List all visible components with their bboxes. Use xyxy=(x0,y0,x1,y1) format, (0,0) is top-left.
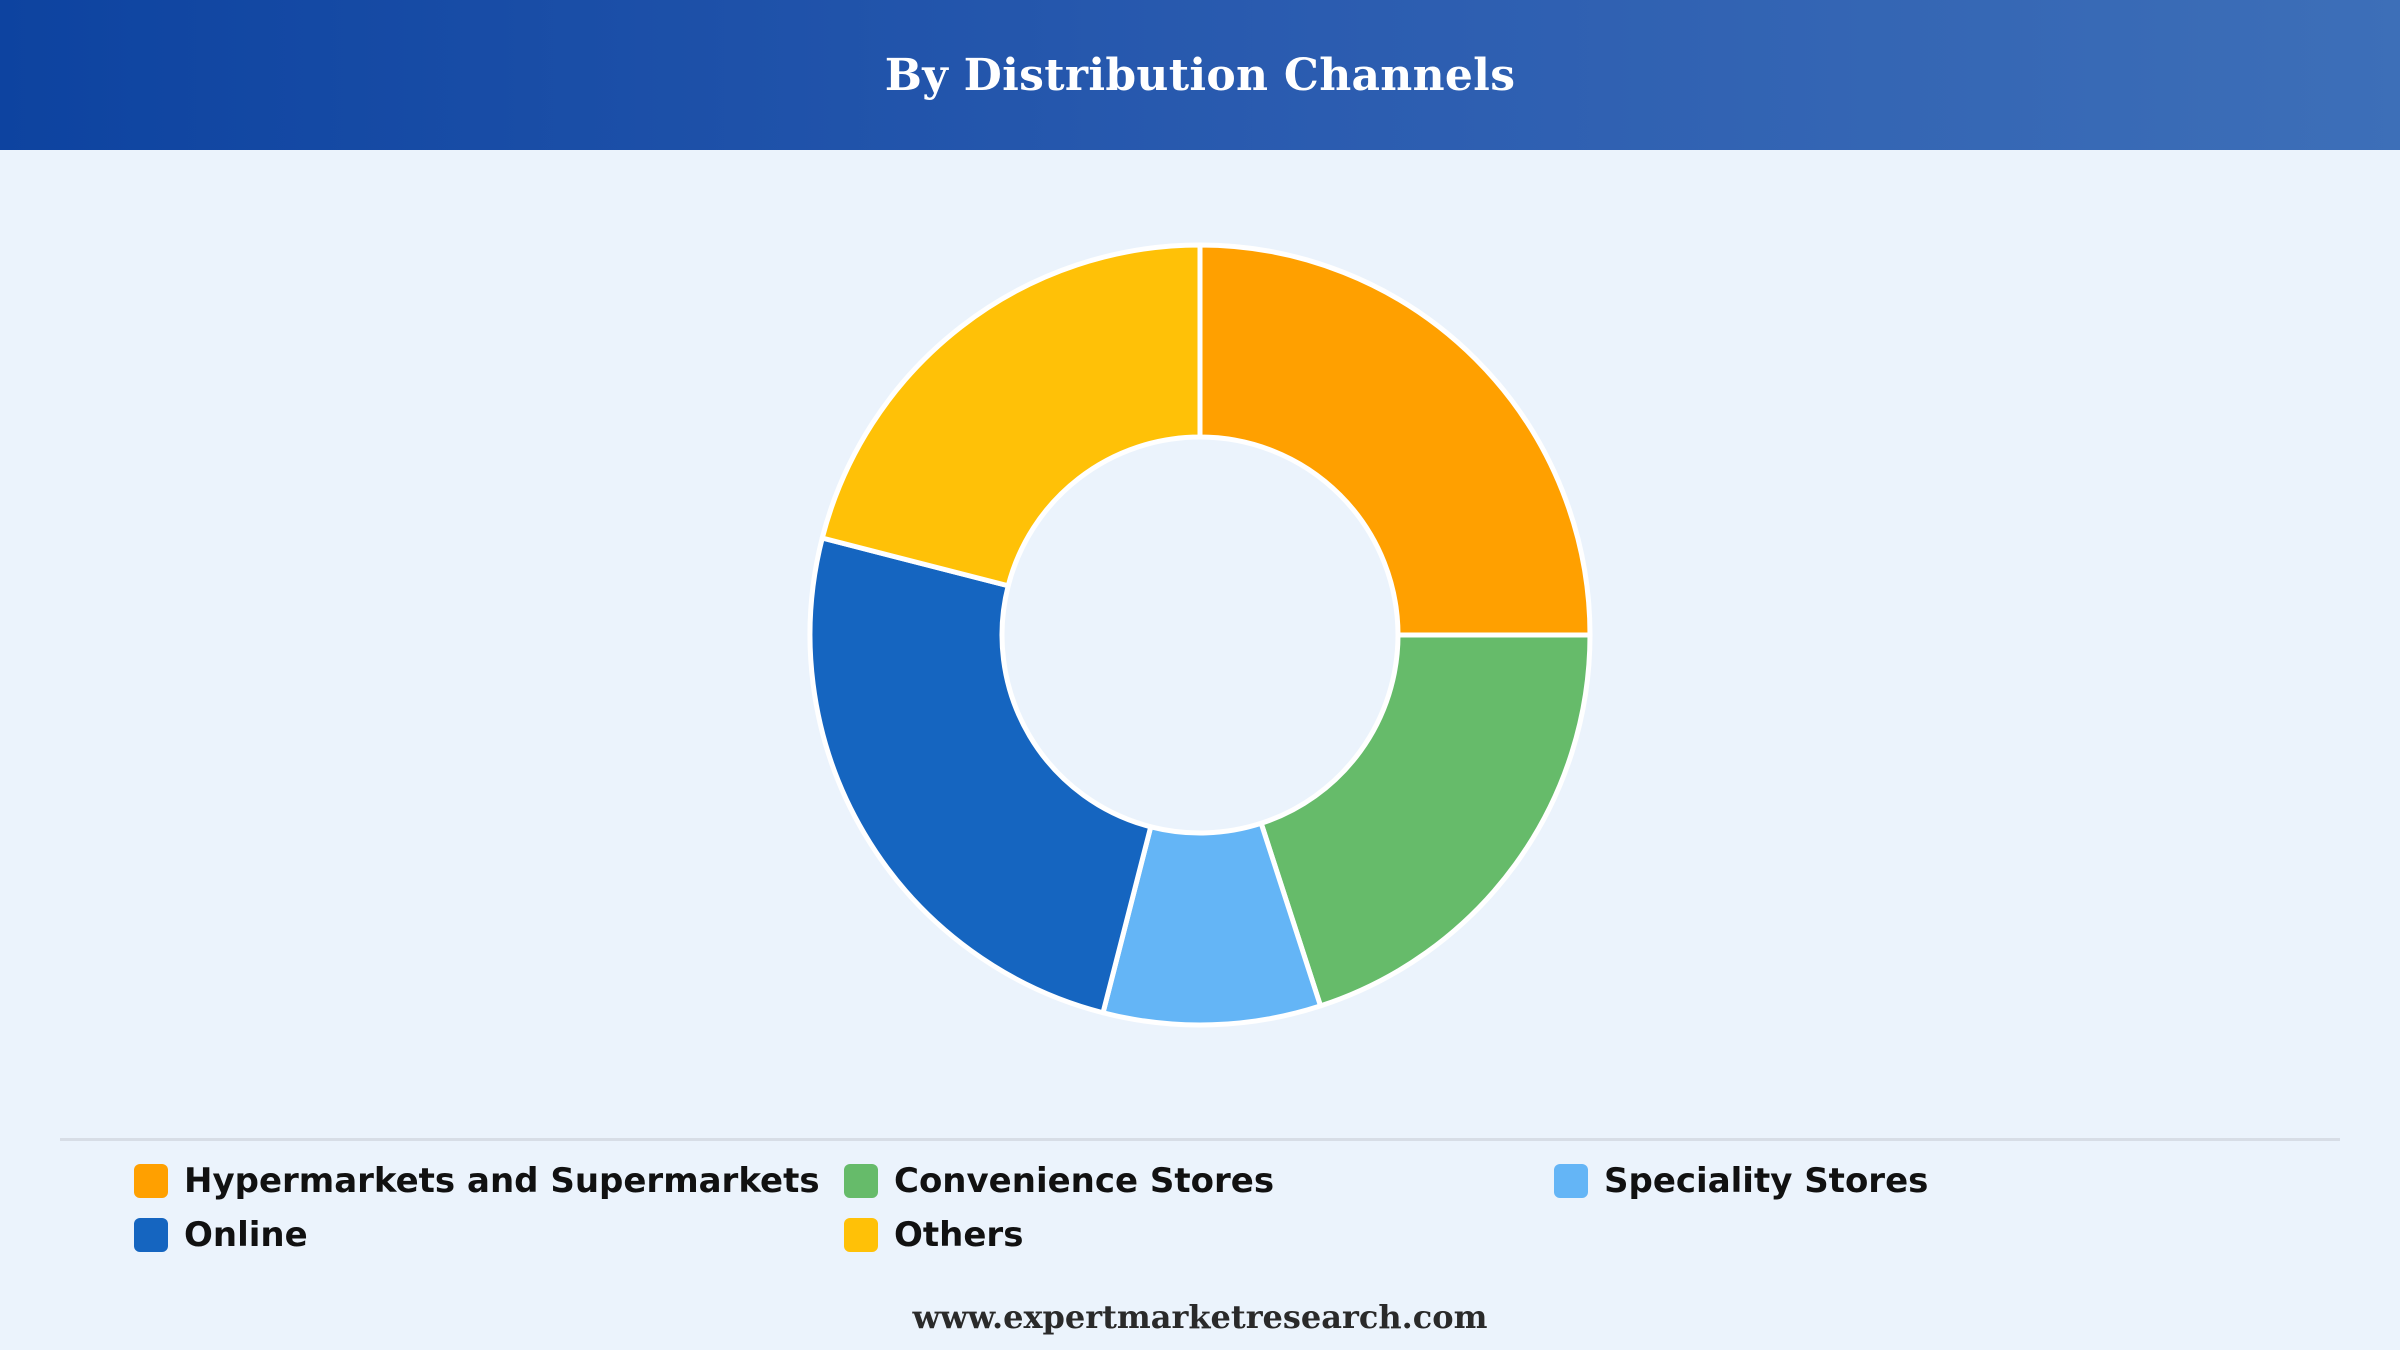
legend-label: Hypermarkets and Supermarkets xyxy=(184,1161,820,1201)
legend-item-convenience-stores: Convenience Stores xyxy=(844,1154,1554,1208)
chart-title: By Distribution Channels xyxy=(884,49,1516,101)
legend-swatch xyxy=(844,1218,878,1252)
legend-item-others: Others xyxy=(844,1208,1554,1262)
source-url: www.expertmarketresearch.com xyxy=(912,1298,1488,1336)
legend: Hypermarkets and Supermarkets Convenienc… xyxy=(134,1154,2234,1262)
slice-online xyxy=(807,535,1154,1016)
slice-hypermarkets-and-supermarkets xyxy=(1197,242,1593,638)
header-banner: By Distribution Channels xyxy=(0,0,2400,150)
legend-item-online: Online xyxy=(134,1208,844,1262)
donut-chart xyxy=(807,242,1593,1028)
legend-label: Online xyxy=(184,1215,308,1255)
legend-label: Convenience Stores xyxy=(894,1161,1275,1201)
slice-others xyxy=(819,242,1203,589)
legend-item-speciality-stores: Speciality Stores xyxy=(1554,1154,2234,1208)
slice-convenience-stores xyxy=(1258,632,1593,1009)
legend-label: Speciality Stores xyxy=(1604,1161,1929,1201)
legend-swatch xyxy=(844,1164,878,1198)
legend-item-hypermarkets-and-supermarkets: Hypermarkets and Supermarkets xyxy=(134,1154,844,1208)
legend-divider xyxy=(60,1138,2340,1141)
legend-swatch xyxy=(134,1164,168,1198)
legend-label: Others xyxy=(894,1215,1024,1255)
legend-swatch xyxy=(1554,1164,1588,1198)
legend-swatch xyxy=(134,1218,168,1252)
